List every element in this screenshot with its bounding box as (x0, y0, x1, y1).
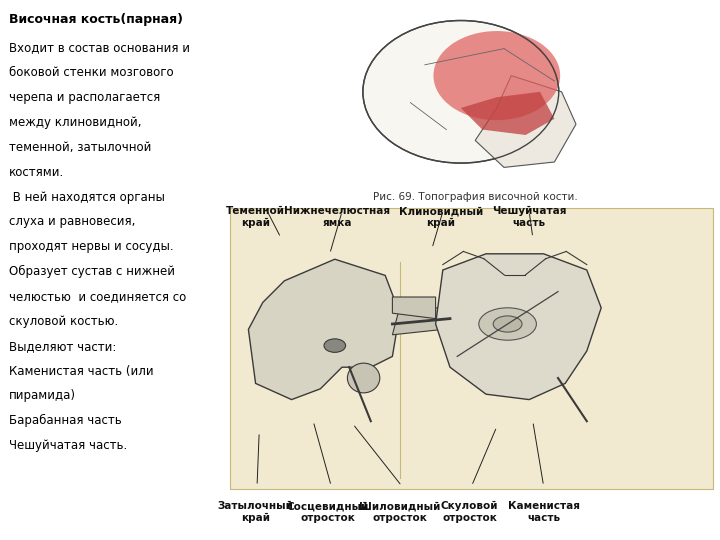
Text: Барабанная часть: Барабанная часть (9, 414, 122, 427)
Ellipse shape (324, 339, 346, 352)
Text: Шиловидный
отросток: Шиловидный отросток (359, 501, 441, 523)
FancyBboxPatch shape (230, 208, 713, 489)
Ellipse shape (493, 316, 522, 332)
Text: черепа и располагается: черепа и располагается (9, 91, 160, 104)
Ellipse shape (363, 21, 559, 163)
Polygon shape (461, 92, 554, 135)
Text: теменной, затылочной: теменной, затылочной (9, 141, 151, 154)
Text: Каменистая часть (или: Каменистая часть (или (9, 364, 153, 377)
Polygon shape (475, 76, 576, 167)
Text: Чешуйчатая
часть: Чешуйчатая часть (492, 206, 567, 228)
Text: проходят нервы и сосуды.: проходят нервы и сосуды. (9, 240, 174, 253)
Text: Образует сустав с нижней: Образует сустав с нижней (9, 265, 175, 278)
Text: Затылочный
край: Затылочный край (217, 501, 294, 523)
Polygon shape (248, 259, 400, 400)
Text: Входит в состав основания и: Входит в состав основания и (9, 42, 189, 55)
Polygon shape (392, 297, 436, 319)
Text: Клиновидный
край: Клиновидный край (398, 206, 483, 228)
Text: В ней находятся органы: В ней находятся органы (9, 191, 164, 204)
Text: Рис. 69. Топография височной кости.: Рис. 69. Топография височной кости. (373, 192, 577, 202)
Text: пирамида): пирамида) (9, 389, 76, 402)
Text: Нижнечелюстная
ямка: Нижнечелюстная ямка (284, 206, 390, 228)
Ellipse shape (348, 363, 380, 393)
Text: между клиновидной,: между клиновидной, (9, 116, 141, 129)
Ellipse shape (433, 31, 560, 120)
Text: челюстью  и соединяется со: челюстью и соединяется со (9, 290, 186, 303)
Text: боковой стенки мозгового: боковой стенки мозгового (9, 66, 174, 79)
Polygon shape (392, 308, 450, 335)
Text: Скуловой
отросток: Скуловой отросток (441, 501, 498, 523)
Text: костями.: костями. (9, 166, 64, 179)
Text: Теменной
край: Теменной край (226, 206, 285, 228)
Text: слуха и равновесия,: слуха и равновесия, (9, 215, 135, 228)
Text: скуловой костью.: скуловой костью. (9, 315, 118, 328)
Text: Сосцевидный
отросток: Сосцевидный отросток (287, 501, 369, 523)
Text: Каменистая
часть: Каменистая часть (508, 501, 580, 523)
Text: Чешуйчатая часть.: Чешуйчатая часть. (9, 439, 127, 452)
Ellipse shape (479, 308, 536, 340)
Text: Височная кость(парная): Височная кость(парная) (9, 14, 183, 26)
Text: Выделяют части:: Выделяют части: (9, 340, 116, 353)
Polygon shape (436, 254, 601, 400)
